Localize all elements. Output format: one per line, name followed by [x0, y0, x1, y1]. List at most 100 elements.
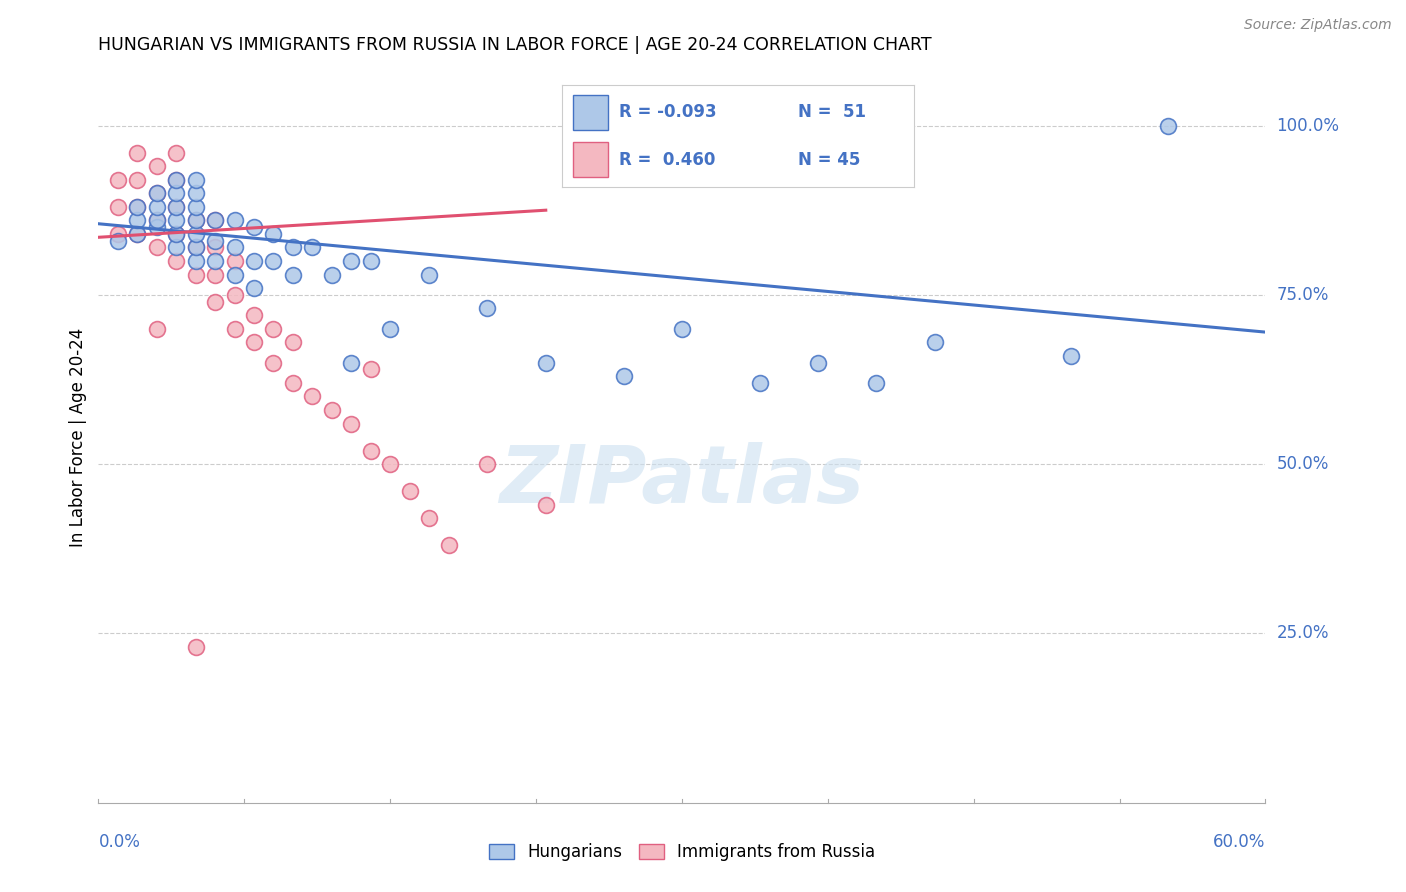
Point — [671, 322, 693, 336]
Point — [184, 200, 207, 214]
Point — [1157, 119, 1180, 133]
Point — [243, 335, 266, 350]
Point — [437, 538, 460, 552]
Point — [184, 172, 207, 186]
Point — [1060, 349, 1083, 363]
Point — [146, 213, 169, 227]
Point — [281, 376, 304, 390]
Point — [321, 403, 343, 417]
Point — [924, 335, 946, 350]
Point — [243, 254, 266, 268]
Point — [184, 186, 207, 201]
Point — [224, 268, 246, 282]
Point — [398, 484, 420, 499]
Point — [243, 308, 266, 322]
Point — [321, 268, 343, 282]
Point — [184, 240, 207, 254]
Point — [165, 227, 187, 241]
Point — [127, 172, 149, 186]
FancyBboxPatch shape — [574, 95, 609, 130]
Point — [204, 254, 226, 268]
Point — [612, 369, 634, 384]
Point — [165, 172, 187, 186]
Point — [107, 227, 129, 241]
Point — [204, 234, 226, 248]
Text: R = -0.093: R = -0.093 — [619, 103, 716, 121]
Point — [184, 240, 207, 254]
Point — [418, 511, 440, 525]
Point — [224, 288, 246, 302]
Point — [165, 200, 187, 214]
FancyBboxPatch shape — [574, 142, 609, 177]
Point — [262, 355, 284, 369]
Point — [146, 200, 169, 214]
Point — [165, 172, 187, 186]
Point — [165, 240, 187, 254]
Text: R =  0.460: R = 0.460 — [619, 151, 716, 169]
Point — [340, 355, 363, 369]
Point — [224, 213, 246, 227]
Point — [748, 376, 770, 390]
Point — [184, 213, 207, 227]
Point — [301, 389, 323, 403]
Text: 25.0%: 25.0% — [1277, 624, 1329, 642]
Point — [378, 322, 402, 336]
Point — [224, 254, 246, 268]
Point — [281, 240, 304, 254]
Point — [165, 254, 187, 268]
Point — [301, 240, 323, 254]
Y-axis label: In Labor Force | Age 20-24: In Labor Force | Age 20-24 — [69, 327, 87, 547]
Point — [281, 268, 304, 282]
Point — [477, 301, 499, 316]
Point — [165, 200, 187, 214]
Text: 50.0%: 50.0% — [1277, 455, 1329, 473]
Point — [165, 227, 187, 241]
Point — [262, 254, 284, 268]
Point — [534, 498, 557, 512]
Text: 75.0%: 75.0% — [1277, 285, 1329, 304]
Text: 100.0%: 100.0% — [1277, 117, 1340, 135]
Point — [262, 322, 284, 336]
Point — [204, 213, 226, 227]
Text: ZIPatlas: ZIPatlas — [499, 442, 865, 520]
Point — [127, 200, 149, 214]
Point — [340, 417, 363, 431]
Point — [807, 355, 830, 369]
Point — [224, 240, 246, 254]
Point — [107, 200, 129, 214]
Point — [340, 254, 363, 268]
Point — [477, 457, 499, 471]
Point — [184, 227, 207, 241]
Point — [184, 254, 207, 268]
Text: N = 45: N = 45 — [799, 151, 860, 169]
Text: 0.0%: 0.0% — [98, 833, 141, 851]
Text: N =  51: N = 51 — [799, 103, 866, 121]
Point — [165, 213, 187, 227]
Point — [107, 172, 129, 186]
Point — [146, 322, 169, 336]
Text: Source: ZipAtlas.com: Source: ZipAtlas.com — [1244, 18, 1392, 32]
Point — [146, 186, 169, 201]
Point — [262, 227, 284, 241]
Point — [418, 268, 440, 282]
Point — [243, 220, 266, 235]
Point — [184, 268, 207, 282]
Point — [360, 443, 382, 458]
Point — [146, 220, 169, 235]
Point — [204, 294, 226, 309]
Point — [146, 213, 169, 227]
Point — [204, 240, 226, 254]
Point — [224, 322, 246, 336]
Point — [127, 227, 149, 241]
Point — [865, 376, 887, 390]
Point — [127, 227, 149, 241]
Point — [146, 240, 169, 254]
Point — [127, 213, 149, 227]
Point — [360, 362, 382, 376]
Point — [107, 234, 129, 248]
Point — [204, 268, 226, 282]
Point — [281, 335, 304, 350]
Point — [146, 159, 169, 173]
Point — [165, 186, 187, 201]
Point — [378, 457, 402, 471]
